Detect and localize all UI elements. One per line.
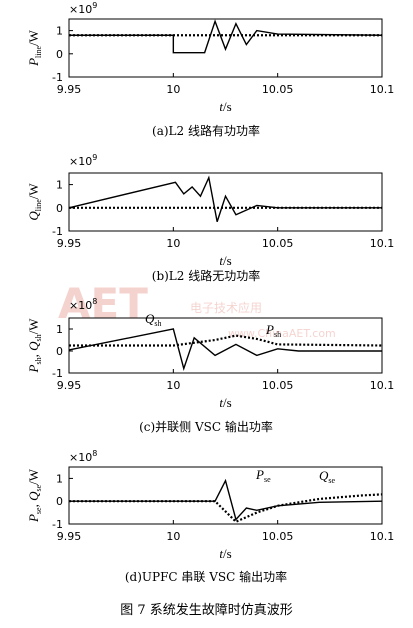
x-tick-label: 9.95	[57, 379, 82, 392]
x-tick-label: 10.05	[262, 379, 294, 392]
y-exponent-label: ×108	[69, 449, 97, 464]
series-annotation: Pse	[255, 467, 271, 484]
series-annotation: Qse	[319, 468, 336, 485]
x-tick-label: 10.1	[370, 379, 395, 392]
series-line-1	[69, 478, 383, 521]
y-exponent-label: ×109	[69, 1, 97, 16]
series-annotation: Psh	[265, 322, 281, 339]
plot-frame	[68, 466, 383, 525]
x-tick-label: 10	[166, 379, 180, 392]
y-tick-label: 1	[56, 179, 63, 192]
y-axis-title: Qline/W	[26, 183, 43, 221]
watermark-url: www.ChinaAET.com	[228, 327, 336, 340]
series-line-2	[69, 19, 383, 54]
y-tick-label: 0	[56, 48, 63, 61]
y-tick-label: 1	[56, 472, 63, 485]
watermark: AET 电子技术应用 www.ChinaAET.com	[58, 279, 336, 340]
x-tick-label: 10.05	[262, 83, 294, 96]
watermark-logo: AET	[58, 279, 148, 328]
y-tick-label: -1	[52, 225, 63, 238]
y-tick-label: 0	[56, 495, 63, 508]
y-tick-label: 1	[56, 25, 63, 38]
x-axis-title: t/s	[219, 253, 231, 268]
panel-caption: (c)并联侧 VSC 输出功率	[139, 419, 273, 434]
y-axis-title: Pse, Qse/W	[26, 468, 43, 523]
series-line-1	[69, 334, 383, 347]
x-tick-label: 10	[166, 83, 180, 96]
x-tick-label: 10.1	[370, 530, 395, 543]
x-tick-label: 9.95	[57, 530, 82, 543]
series-line-2	[68, 328, 382, 372]
series-line-2	[69, 493, 383, 524]
panel-caption: (a)L2 线路有功功率	[152, 123, 260, 138]
x-tick-label: 10	[166, 530, 180, 543]
y-tick-label: -1	[52, 367, 63, 380]
x-tick-label: 10.1	[370, 83, 395, 96]
x-tick-label: 9.95	[57, 83, 82, 96]
y-axis-title: Pline/W	[26, 29, 43, 67]
figure-caption: 图 7 系统发生故障时仿真波形	[120, 603, 293, 618]
y-axis-title: Psh, Qsh/W	[26, 318, 43, 374]
x-axis-title: t/s	[219, 546, 231, 561]
x-tick-label: 9.95	[57, 237, 82, 250]
panel-caption: (d)UPFC 串联 VSC 输出功率	[125, 569, 287, 584]
x-tick-label: 10.05	[262, 530, 294, 543]
panel-caption: (b)L2 线路无功功率	[152, 268, 260, 283]
x-tick-label: 10	[166, 237, 180, 250]
y-tick-label: 1	[56, 323, 63, 336]
y-exponent-label: ×109	[69, 153, 97, 168]
x-tick-label: 10.05	[262, 237, 294, 250]
x-axis-title: t/s	[219, 99, 231, 114]
y-tick-label: -1	[52, 71, 63, 84]
watermark-brand: 电子技术应用	[190, 300, 262, 315]
y-tick-label: -1	[52, 518, 63, 531]
series-annotation: Qsh	[145, 311, 162, 328]
plot-frame	[68, 172, 383, 232]
x-axis-title: t/s	[219, 395, 231, 410]
y-tick-label: 0	[56, 345, 63, 358]
series-line-2	[68, 175, 382, 222]
plot-frame	[68, 18, 383, 78]
x-tick-label: 10.1	[370, 237, 395, 250]
y-exponent-label: ×108	[69, 297, 97, 312]
y-tick-label: 0	[56, 202, 63, 215]
